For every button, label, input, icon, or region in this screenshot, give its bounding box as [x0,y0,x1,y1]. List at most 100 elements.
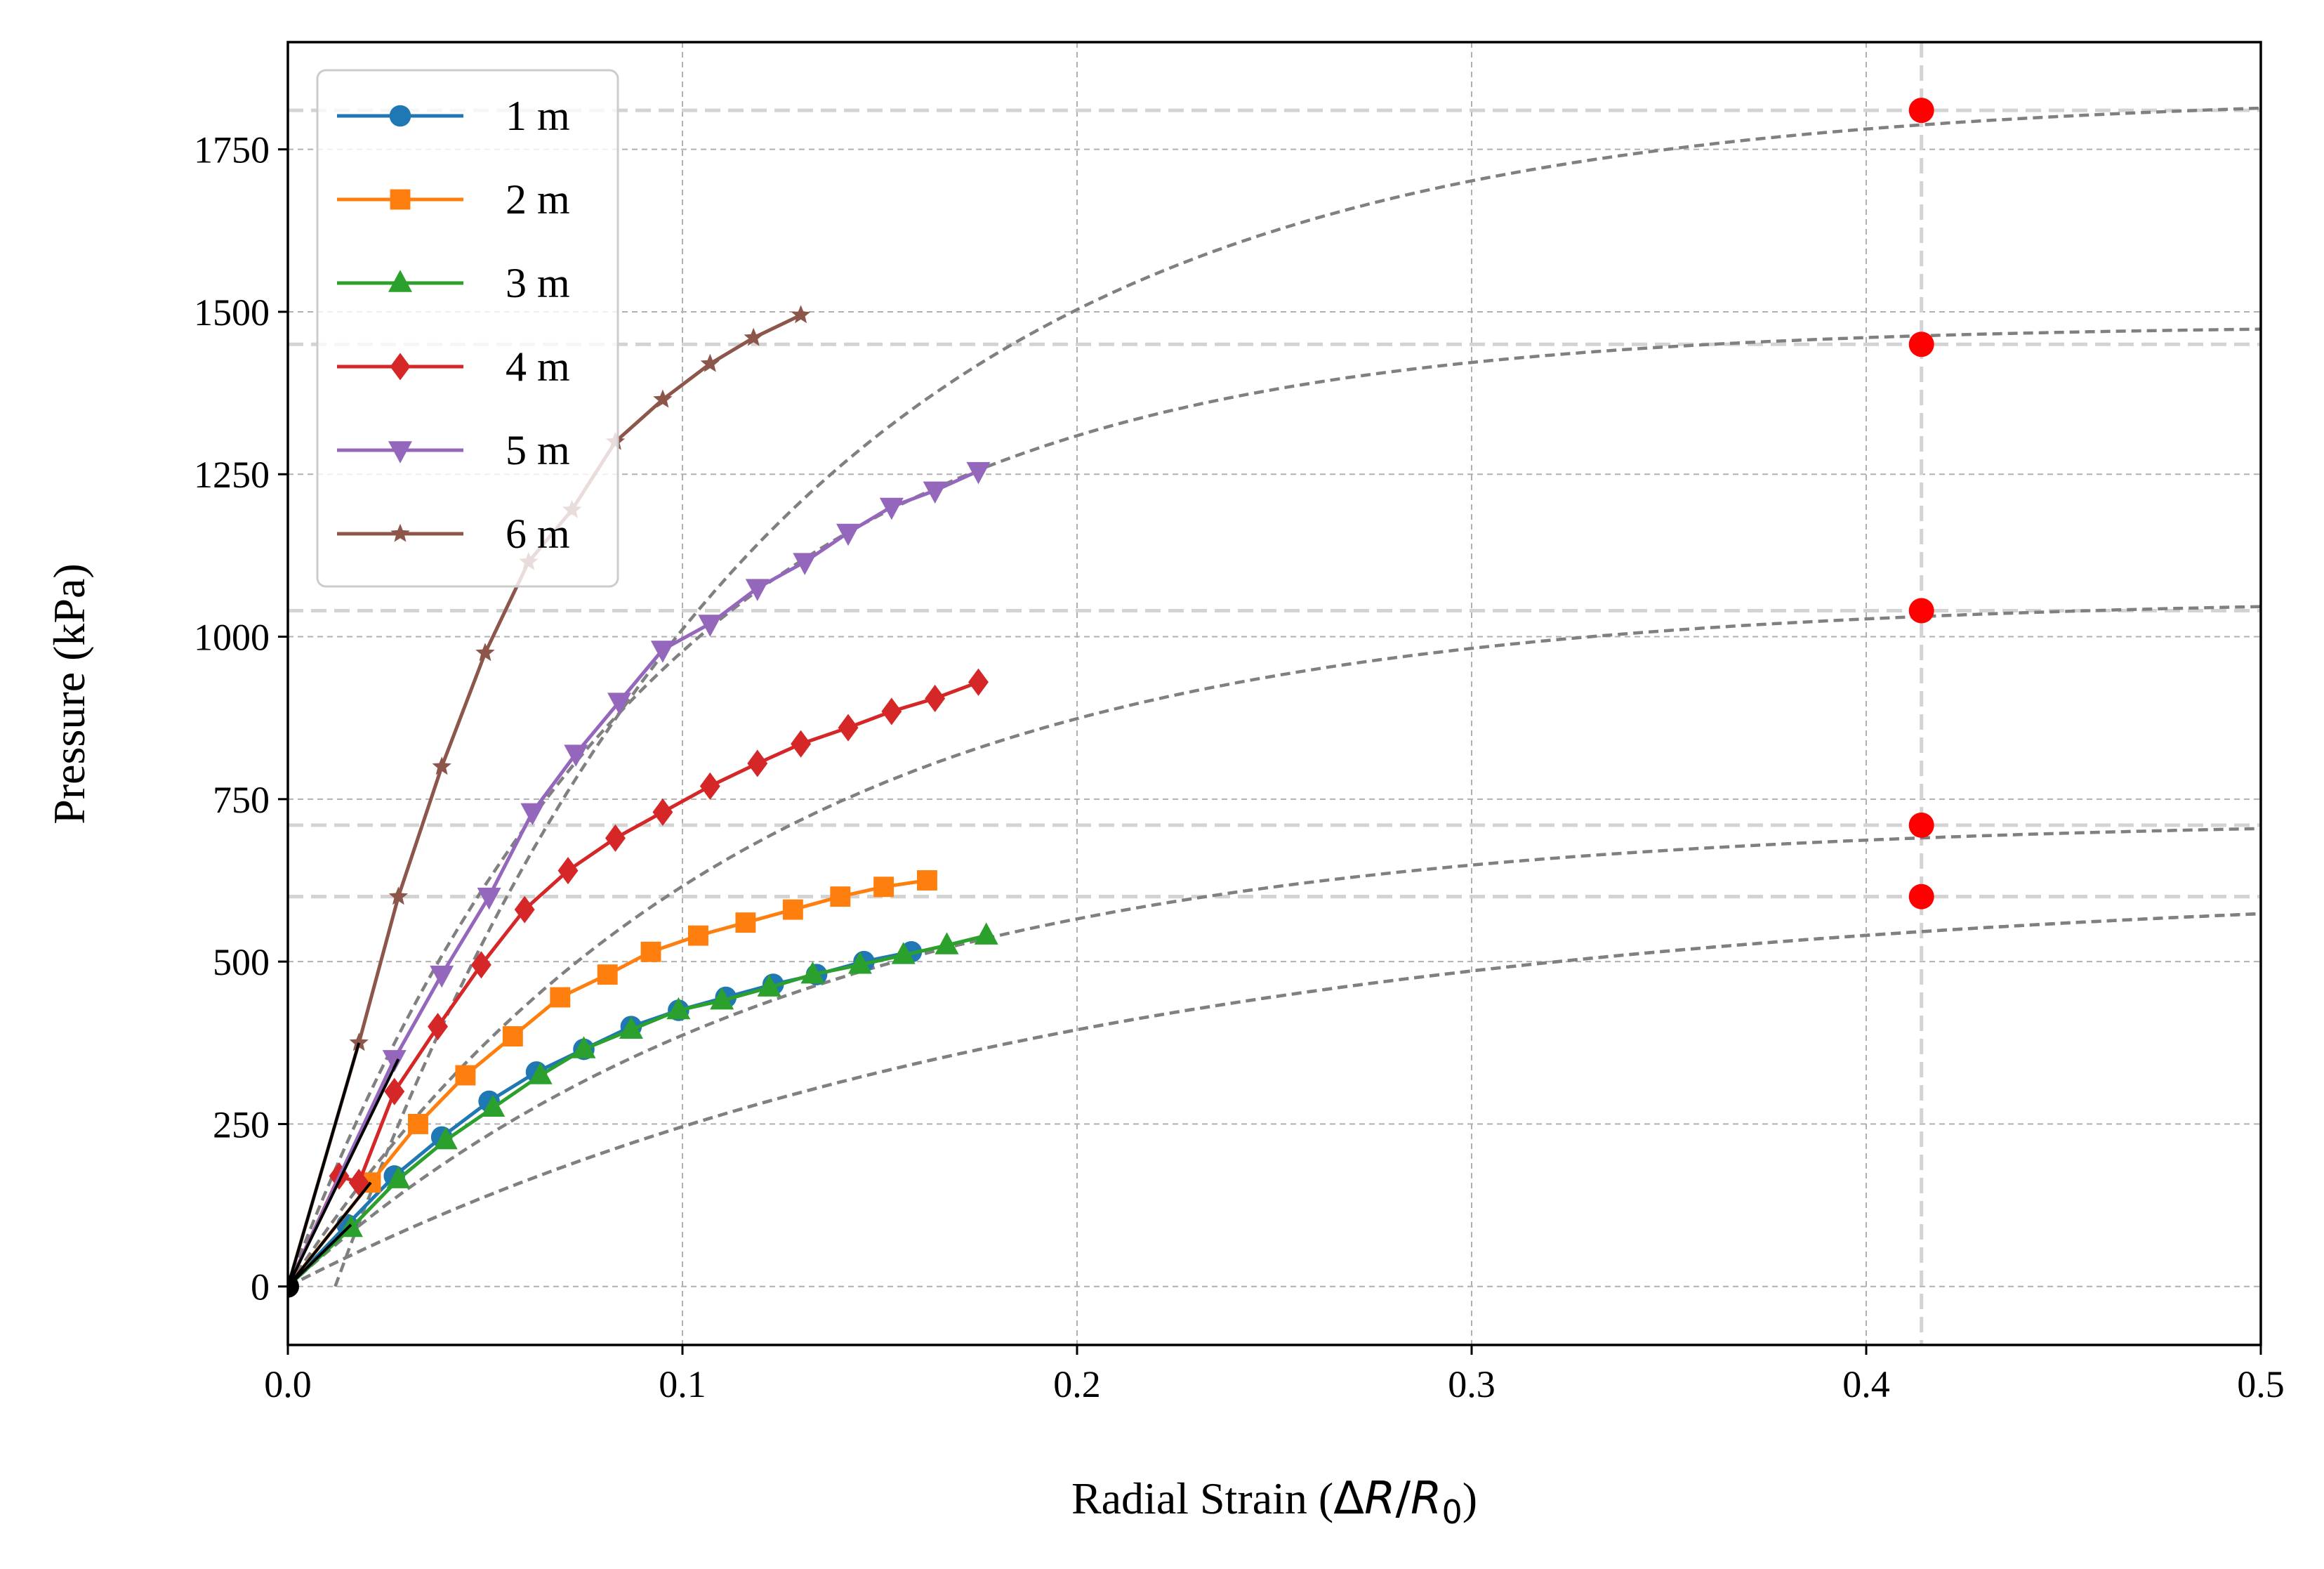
data-point [891,942,916,964]
data-point [968,668,989,696]
ticks: 0.0 0.1 0.2 0.3 0.4 0.5 0 250 500 750 1000 1250 1500… [194,129,2285,1405]
data-point [847,952,872,974]
y-tick-label: 1000 [194,617,270,659]
data-point [744,327,763,346]
data-point [382,1050,407,1072]
data-point [791,305,811,324]
data-point [607,692,632,715]
limit-marker [1908,812,1934,838]
data-series [288,305,998,1288]
data-point [475,643,495,662]
data-point [477,887,501,910]
fit-curve [334,106,2261,1287]
x-tick-label: 0.2 [1053,1363,1101,1405]
x-axis-title: Radial Strain (ΔR/R0) [1071,1473,1477,1531]
data-point [455,1065,476,1086]
data-point [974,922,998,945]
data-point [757,974,781,997]
series-5m [288,461,991,1287]
origin-point [288,1275,299,1298]
initial-slope-line [288,1058,400,1287]
series-line [288,933,987,1288]
legend-entry: 2 m [337,176,570,223]
plot-content [288,42,2261,1345]
series-2m [288,870,937,1288]
data-point [597,964,618,985]
data-point [925,684,946,712]
data-point [830,886,851,907]
data-point [428,1013,449,1041]
legend-label: 3 m [506,260,570,306]
legend-label: 6 m [506,511,570,557]
series-3m [288,922,998,1288]
data-point [550,987,571,1008]
series-4m [288,668,989,1287]
data-point [430,965,454,988]
data-point [836,523,861,546]
legend-label: 1 m [506,93,570,139]
legend-frame [316,69,619,588]
legend-entry: 4 m [337,343,570,390]
legend-marker [390,523,410,542]
legend-label: 5 m [506,427,570,473]
legend-entry: 6 m [337,511,570,557]
legend-label: 4 m [506,343,570,390]
legend-marker [390,189,411,210]
data-point [935,932,959,954]
data-point [650,641,675,663]
data-point [923,481,947,504]
limit-marker [1908,98,1934,124]
x-tick-label: 0.0 [264,1363,312,1405]
data-point [800,961,825,984]
data-point [652,798,673,826]
data-point [520,803,545,826]
data-point [873,877,894,898]
data-point [408,1113,428,1134]
limit-markers [1908,98,1934,910]
y-axis-title: Pressure (kPa) [44,563,94,824]
plot-frame [286,41,2262,1346]
legend-entry: 5 m [337,427,570,473]
initial-slope-line [288,1181,372,1287]
data-point [564,744,588,767]
y-tick-label: 500 [213,941,270,983]
fit-curve [288,827,2261,1288]
data-point [502,1026,523,1046]
data-point [699,772,720,800]
legend-marker [390,353,411,381]
data-point [388,886,409,905]
limit-marker [1908,884,1934,910]
y-tick-label: 1500 [194,291,270,334]
data-point [572,1036,596,1058]
limit-marker [1908,331,1934,357]
x-tick-label: 0.4 [1842,1363,1890,1405]
fit-curve [288,912,2261,1288]
x-tick-label: 0.1 [659,1363,706,1405]
y-tick-label: 1250 [194,454,270,496]
data-point [481,1094,506,1117]
legend-marker [388,441,412,464]
data-point [348,1169,369,1197]
data-point [838,714,859,742]
data-point [747,749,768,777]
data-point [384,1077,405,1105]
data-point [349,1032,369,1051]
data-point [710,987,734,1010]
fit-curve [288,327,2261,1287]
data-point [640,941,661,962]
data-point [782,899,803,920]
legend-entry: 1 m [337,93,570,139]
legend-marker [389,105,411,127]
data-point [881,697,902,726]
data-point [700,353,720,372]
data-point [514,895,535,924]
legend-label: 2 m [506,176,570,223]
data-point [698,615,722,637]
initial-slope-line [288,1042,361,1287]
data-point [745,579,770,601]
data-point [879,497,904,520]
initial-slope-lines [288,1042,400,1298]
grid [287,42,2262,1345]
x-tick-label: 0.5 [2237,1363,2285,1405]
